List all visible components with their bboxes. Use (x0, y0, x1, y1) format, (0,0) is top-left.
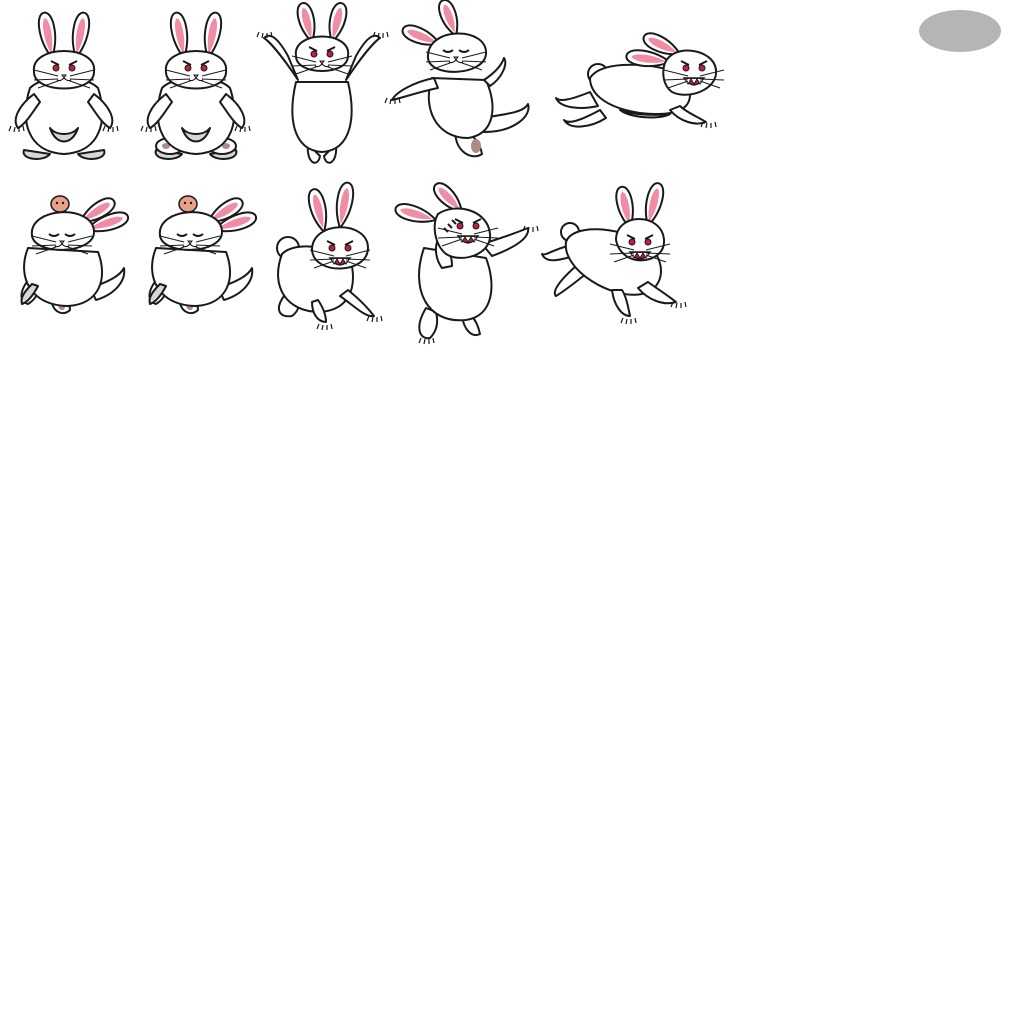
rabbit-sprite-pounce-right (541, 182, 687, 325)
rabbit-sprite-hit-recoil (384, 0, 530, 158)
rabbit-sprite-roar-claw (394, 182, 539, 345)
rabbit-sprite-jump-arms-up (256, 2, 389, 164)
rabbit-sprite-idle-2 (140, 11, 251, 160)
rabbit-sprite-dazed-1 (20, 195, 129, 315)
ground-shadow (919, 10, 1001, 52)
rabbit-sprite-crouch-snarl (276, 181, 383, 331)
rabbit-sprite-dazed-2 (148, 195, 257, 315)
rabbit-sprite-dash-right (555, 32, 725, 129)
rabbit-sprite-idle-1 (8, 11, 119, 160)
